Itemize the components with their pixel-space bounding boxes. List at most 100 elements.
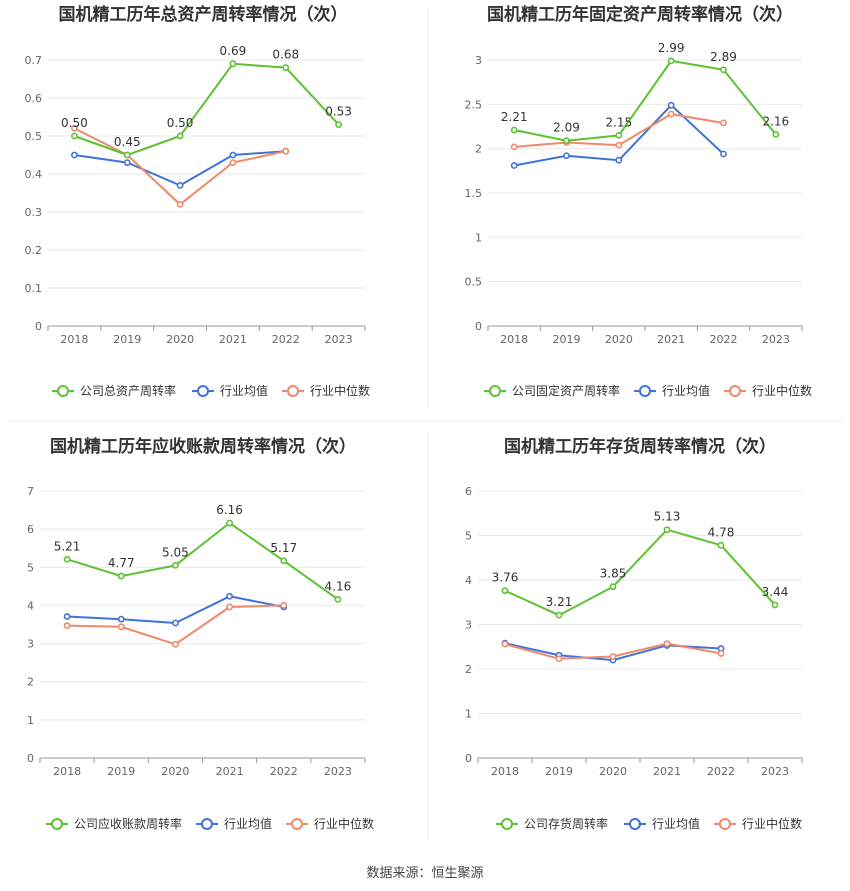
legend-swatch-marker: [287, 385, 299, 397]
data-label: 5.05: [162, 545, 189, 559]
data-label: 3.85: [600, 567, 627, 581]
legend-item: 行业中位数: [724, 383, 812, 398]
data-point: [510, 162, 518, 169]
series-line-industry-average: [67, 595, 284, 625]
y-tick-label: 0.2: [25, 244, 43, 257]
y-tick-label: 0.3: [25, 206, 43, 219]
data-point: [282, 64, 290, 71]
series-line-company: [66, 521, 339, 601]
data-label: 0.50: [167, 116, 194, 130]
panel-divider-bottom: [427, 432, 428, 840]
legend-label: 行业均值: [662, 383, 710, 398]
x-tick-label: 2019: [113, 333, 141, 346]
data-point: [176, 181, 184, 189]
y-tick-label: 3: [465, 619, 472, 632]
y-tick-label: 0: [465, 752, 472, 765]
x-tick-label: 2020: [599, 765, 627, 778]
chart-title: 国机精工历年总资产周转率情况（次）: [59, 4, 348, 25]
data-label: 3.76: [492, 571, 519, 585]
x-tick-label: 2019: [553, 333, 581, 346]
x-tick-label: 2019: [545, 765, 573, 778]
y-tick-label: 3: [27, 638, 34, 651]
data-point: [615, 156, 623, 164]
legend-swatch-marker: [629, 818, 641, 830]
legend-item: 行业中位数: [282, 383, 370, 398]
legend-label: 行业均值: [224, 816, 272, 831]
y-tick-label: 4: [465, 574, 472, 587]
y-tick-label: 4: [27, 599, 34, 612]
legend-swatch-marker: [57, 385, 69, 397]
y-tick-label: 0: [475, 320, 482, 333]
x-tick-label: 2021: [219, 333, 247, 346]
data-point: [563, 152, 570, 160]
data-point: [280, 557, 288, 565]
y-tick-label: 0.5: [465, 276, 483, 289]
data-label: 5.17: [270, 541, 297, 555]
legend-item: 行业均值: [624, 816, 700, 831]
data-label: 4.78: [708, 525, 735, 539]
chart-panel-2: 国机精工历年固定资产周转率情况（次） 0 0.5 1 1.5 2 2.5 3 2018 2019 2…: [465, 4, 813, 398]
data-point: [63, 613, 71, 620]
x-tick-label: 2021: [216, 765, 244, 778]
x-tick-label: 2020: [605, 333, 633, 346]
data-point: [615, 141, 623, 149]
data-point: [615, 131, 623, 139]
data-point: [123, 151, 131, 159]
legend-swatch-marker: [51, 818, 63, 830]
data-point: [282, 147, 290, 155]
legend-item: 行业均值: [196, 816, 272, 831]
series-line-company: [74, 62, 340, 157]
data-point: [63, 622, 71, 630]
legend-item: 行业均值: [192, 383, 268, 398]
data-point: [176, 132, 184, 140]
y-tick-label: 7: [27, 485, 34, 498]
legend-label: 行业均值: [652, 816, 700, 831]
y-tick-label: 0.6: [25, 92, 43, 105]
data-point: [720, 66, 727, 74]
chart-title: 国机精工历年固定资产周转率情况（次）: [487, 4, 793, 25]
x-tick-label: 2022: [707, 765, 735, 778]
y-tick-label: 3: [475, 54, 482, 67]
legend-label: 行业中位数: [752, 383, 812, 398]
legend-swatch-marker: [201, 818, 213, 830]
legend-swatch-marker: [197, 385, 209, 397]
legend-item: 公司应收账款周转率: [46, 816, 182, 831]
legend-swatch-marker: [719, 818, 731, 830]
legend-label: 行业中位数: [310, 383, 370, 398]
data-point: [501, 640, 509, 648]
y-tick-label: 1.5: [465, 187, 483, 200]
legend-label: 行业均值: [220, 383, 268, 398]
x-tick-label: 2022: [710, 333, 738, 346]
legend-swatch-marker: [501, 818, 513, 830]
data-point: [771, 601, 779, 609]
data-point: [226, 603, 233, 611]
x-tick-label: 2019: [107, 765, 135, 778]
legend-swatch-marker: [729, 385, 741, 397]
chart-title: 国机精工历年存货周转率情况（次）: [504, 436, 776, 457]
legend-swatch-marker: [291, 818, 303, 830]
legend-swatch-marker: [639, 385, 651, 397]
x-tick-label: 2023: [325, 333, 353, 346]
x-tick-label: 2018: [60, 333, 88, 346]
y-tick-label: 5: [465, 530, 472, 543]
x-tick-label: 2022: [270, 765, 298, 778]
data-point: [667, 110, 675, 118]
data-label: 2.09: [553, 121, 580, 135]
data-point: [663, 526, 671, 534]
x-tick-label: 2023: [762, 333, 790, 346]
legend-swatch-marker: [489, 385, 501, 397]
data-point: [720, 119, 727, 127]
data-point: [335, 121, 342, 128]
data-label: 6.16: [216, 503, 243, 517]
data-point: [280, 602, 288, 609]
panel-divider-middle: [8, 420, 842, 421]
data-point: [510, 126, 518, 134]
x-tick-label: 2018: [53, 765, 81, 778]
legend-item: 行业均值: [634, 383, 710, 398]
data-label: 3.44: [762, 585, 789, 599]
data-label: 4.16: [325, 579, 352, 593]
charts-canvas: 国机精工历年总资产周转率情况（次） 0 0.1 0.2 0.3 0.4 0.5 0.6 0.7 2…: [25, 4, 813, 831]
data-label: 0.68: [272, 48, 299, 62]
legend-label: 公司存货周转率: [524, 816, 608, 831]
data-point: [563, 137, 570, 145]
